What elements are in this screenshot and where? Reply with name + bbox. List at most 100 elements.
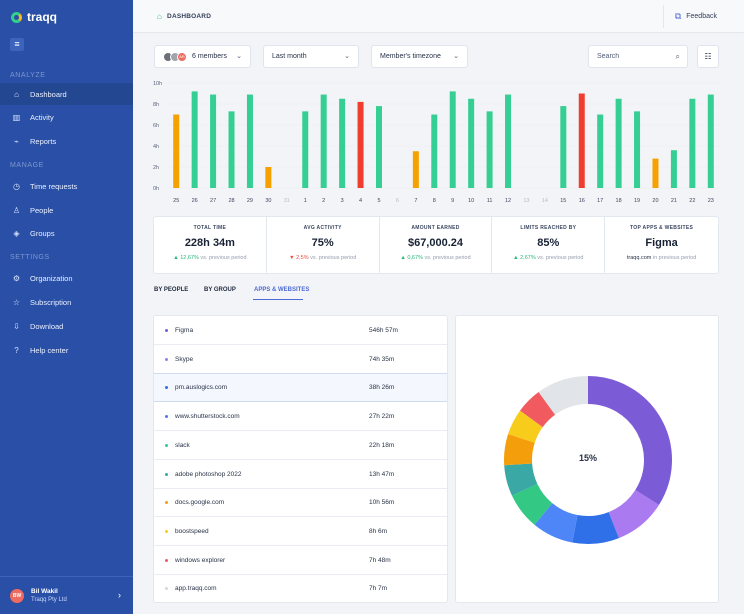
x-tick-label: 30: [265, 198, 271, 204]
donut-slice[interactable]: [608, 489, 659, 539]
app-name: traqq: [27, 10, 57, 24]
chart-bar[interactable]: [615, 98, 622, 188]
stat-label: TOTAL TIME: [193, 225, 227, 231]
donut-slice[interactable]: [572, 511, 619, 544]
sidebar-item-label: Reports: [30, 136, 57, 146]
chart-bar[interactable]: [652, 158, 659, 188]
chart-bar[interactable]: [265, 167, 272, 188]
stat-limits-reached: LIMITS REACHED BY 85% ▲ 2,67% vs. previo…: [492, 217, 606, 273]
feedback-button[interactable]: ⧉ Feedback: [675, 11, 717, 22]
chevron-down-icon: ⌄: [453, 53, 459, 60]
chart-bar[interactable]: [670, 150, 677, 188]
list-item[interactable]: pm.auslogics.com 38h 26m: [154, 373, 447, 402]
stat-change-value: traqq.com: [626, 255, 652, 261]
chart-bar[interactable]: [173, 114, 180, 189]
app-name: adobe photoshop 2022: [175, 470, 242, 478]
chart-bar[interactable]: [707, 94, 714, 188]
tab-by-group[interactable]: BY GROUP: [204, 287, 236, 293]
stat-change: ▲ 0,67% vs. previous period: [380, 255, 492, 261]
donut-slice[interactable]: [538, 376, 589, 416]
list-item[interactable]: slack 22h 18m: [154, 431, 447, 460]
chart-bar[interactable]: [560, 106, 567, 188]
list-item[interactable]: adobe photoshop 2022 13h 47m: [154, 460, 447, 489]
sidebar-item-organization[interactable]: ⚙ Organization: [0, 267, 133, 289]
sidebar-item-activity[interactable]: ▥ Activity: [0, 106, 133, 128]
x-tick-label: 28: [228, 198, 234, 204]
menu-toggle-button[interactable]: ≡: [10, 38, 24, 51]
sidebar-item-subscription[interactable]: ☆ Subscription: [0, 291, 133, 313]
x-tick-label: 20: [652, 198, 658, 204]
sidebar-item-help-center[interactable]: ? Help center: [0, 339, 133, 361]
chart-bar[interactable]: [320, 94, 327, 188]
chart-bar[interactable]: [228, 111, 235, 188]
chevron-down-icon: ⌄: [344, 53, 350, 60]
search-box[interactable]: ⌕: [588, 45, 688, 68]
timezone-filter[interactable]: Member's timezone ⌄: [371, 45, 468, 68]
period-filter[interactable]: Last month ⌄: [263, 45, 359, 68]
search-input[interactable]: [597, 53, 667, 60]
app-color-dot: [165, 328, 168, 332]
app-name: Skype: [175, 355, 194, 363]
list-item[interactable]: Figma 546h 57m: [154, 316, 447, 345]
sidebar-item-label: Activity: [30, 112, 54, 122]
section-manage: MANAGE: [10, 162, 44, 169]
profile-menu[interactable]: BW Bil Wakil Traqq Pty Ltd ›: [0, 576, 133, 614]
feedback-icon: ⧉: [674, 11, 682, 21]
sidebar-item-groups[interactable]: ◈ Groups: [0, 222, 133, 244]
list-item[interactable]: boostspeed 8h 6m: [154, 517, 447, 546]
stat-change: ▲ 12,67% vs. previous period: [154, 255, 266, 261]
members-filter[interactable]: AR 6 members ⌄: [154, 45, 251, 68]
donut-slice[interactable]: [534, 502, 579, 543]
tab-by-people[interactable]: BY PEOPLE: [154, 287, 189, 293]
donut-slice[interactable]: [520, 392, 556, 428]
tab-apps-websites[interactable]: APPS & WEBSITES: [254, 287, 310, 293]
chart-bar[interactable]: [449, 91, 456, 188]
chart-bar[interactable]: [191, 91, 198, 188]
chart-bar[interactable]: [246, 94, 253, 188]
topbar: ⌂ DASHBOARD ⧉ Feedback: [133, 0, 744, 33]
donut-slice[interactable]: [508, 410, 543, 444]
sidebar-item-reports[interactable]: ⌁ Reports: [0, 130, 133, 152]
chart-bar[interactable]: [302, 111, 309, 188]
chart-bar[interactable]: [634, 111, 641, 188]
chart-bar[interactable]: [597, 114, 604, 189]
donut-slice[interactable]: [504, 462, 538, 496]
donut-slice[interactable]: [587, 376, 672, 505]
donut-slice[interactable]: [511, 483, 553, 525]
sidebar-item-dashboard[interactable]: ⌂ Dashboard: [0, 83, 133, 105]
list-item[interactable]: www.shutterstock.com 27h 22m: [154, 402, 447, 431]
sidebar-item-time-requests[interactable]: ◷ Time requests: [0, 175, 133, 197]
sidebar: traqq ≡ ANALYZE ⌂ Dashboard ▥ Activity ⌁…: [0, 0, 133, 614]
sidebar-item-label: Time requests: [30, 181, 78, 191]
chart-bar[interactable]: [412, 151, 419, 188]
chart-bar[interactable]: [357, 101, 364, 188]
chart-bar[interactable]: [505, 94, 512, 188]
list-item[interactable]: windows explorer 7h 48m: [154, 546, 447, 575]
app-color-dot: [165, 558, 168, 562]
x-tick-label: 16: [579, 198, 585, 204]
chart-bar[interactable]: [468, 98, 475, 188]
list-item[interactable]: docs.google.com 10h 56m: [154, 488, 447, 517]
profile-name: Bil Wakil: [31, 588, 58, 595]
stat-change-value: 2,67%: [520, 255, 536, 261]
sidebar-item-download[interactable]: ⇩ Download: [0, 315, 133, 337]
chart-bar[interactable]: [689, 98, 696, 188]
chart-bar[interactable]: [431, 114, 438, 189]
filter-settings-button[interactable]: ☷: [697, 45, 719, 68]
app-logo[interactable]: traqq: [11, 10, 57, 24]
app-name: app.traqq.com: [175, 585, 217, 592]
x-tick-label: 25: [173, 198, 179, 204]
search-icon[interactable]: ⌕: [675, 52, 680, 61]
member-avatars: AR: [163, 51, 187, 62]
chart-bar[interactable]: [578, 93, 585, 189]
donut-slice[interactable]: [504, 434, 535, 466]
chart-bar[interactable]: [486, 111, 493, 188]
feedback-label: Feedback: [686, 13, 717, 20]
chart-bar[interactable]: [210, 94, 217, 188]
chart-bar[interactable]: [375, 106, 382, 188]
sidebar-item-people[interactable]: ♙ People: [0, 199, 133, 221]
list-item[interactable]: app.traqq.com 7h 7m: [154, 574, 447, 603]
chart-bar[interactable]: [339, 98, 346, 188]
app-color-dot: [165, 472, 168, 476]
list-item[interactable]: Skype 74h 35m: [154, 345, 447, 374]
